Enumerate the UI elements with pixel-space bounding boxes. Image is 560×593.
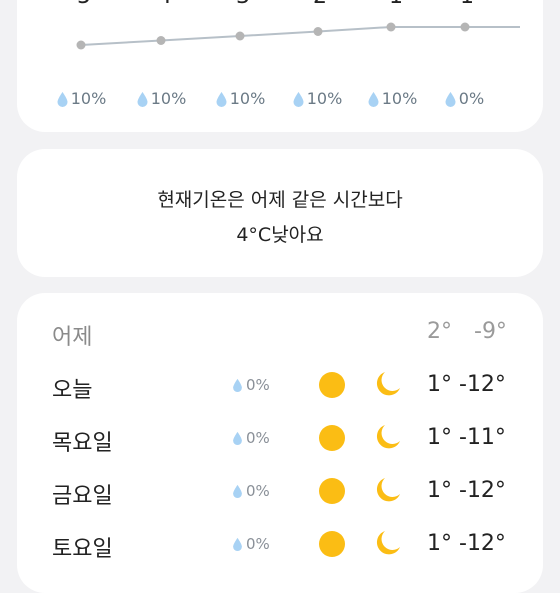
raindrop-icon bbox=[57, 91, 68, 107]
hourly-precip: 10% bbox=[121, 89, 201, 108]
day-label: 금요일 bbox=[52, 484, 113, 509]
yesterday-high: 2° bbox=[427, 319, 452, 344]
comparison-value: 4°C낮아요 bbox=[236, 224, 324, 246]
trend-point bbox=[235, 31, 245, 41]
day-high: 1° bbox=[427, 425, 452, 450]
hourly-precip-value: 10% bbox=[306, 89, 343, 108]
moon-icon bbox=[376, 531, 400, 555]
raindrop-icon bbox=[233, 378, 242, 392]
raindrop-icon bbox=[233, 484, 242, 498]
day-low: -12° bbox=[459, 372, 506, 397]
hourly-precip-value: 10% bbox=[229, 89, 266, 108]
hourly-precip: 10% bbox=[41, 89, 121, 108]
temperature-comparison-card bbox=[17, 149, 543, 277]
day-high: 1° bbox=[427, 531, 452, 556]
day-low: -12° bbox=[459, 531, 506, 556]
day-high: 1° bbox=[427, 478, 452, 503]
trend-point bbox=[313, 27, 323, 36]
moon-icon bbox=[376, 478, 400, 502]
raindrop-icon bbox=[216, 91, 227, 107]
sun-icon bbox=[319, 531, 345, 557]
day-low: -12° bbox=[459, 478, 506, 503]
day-high: 1° bbox=[427, 372, 452, 397]
sun-icon bbox=[319, 478, 345, 504]
day-precip-value: 0% bbox=[246, 482, 270, 500]
day-precip-value: 0% bbox=[246, 429, 270, 447]
temperature-trend-chart bbox=[76, 22, 520, 50]
hourly-precip: 10% bbox=[277, 89, 357, 108]
yesterday-low: -9° bbox=[474, 319, 507, 344]
moon-icon bbox=[376, 425, 400, 449]
day-label: 오늘 bbox=[52, 378, 93, 403]
sun-icon bbox=[319, 372, 345, 398]
day-precip-value: 0% bbox=[246, 535, 270, 553]
sun-icon bbox=[319, 425, 345, 451]
raindrop-icon bbox=[137, 91, 148, 107]
hourly-forecast-card bbox=[17, 0, 543, 132]
daily-forecast-card bbox=[17, 293, 543, 593]
hourly-precip-value: 10% bbox=[150, 89, 187, 108]
day-label: 토요일 bbox=[52, 537, 113, 562]
raindrop-icon bbox=[445, 91, 456, 107]
day-precip: 0% bbox=[232, 482, 270, 500]
hour-temp: -3 bbox=[204, 0, 274, 9]
hourly-precip-value: 0% bbox=[458, 89, 485, 108]
hourly-precip: 10% bbox=[352, 89, 432, 108]
day-label: 목요일 bbox=[52, 431, 113, 456]
hour-temp: -1 bbox=[357, 0, 427, 9]
day-precip: 0% bbox=[232, 535, 270, 553]
day-low: -11° bbox=[459, 425, 506, 450]
day-precip-value: 0% bbox=[246, 376, 270, 394]
yesterday-temps: 2° -9° bbox=[427, 319, 507, 344]
trend-line bbox=[80, 26, 520, 46]
hourly-precip-value: 10% bbox=[70, 89, 107, 108]
day-precip: 0% bbox=[232, 429, 270, 447]
raindrop-icon bbox=[233, 537, 242, 551]
moon-icon bbox=[376, 372, 400, 396]
hour-temp: -2 bbox=[281, 0, 351, 9]
day-precip: 0% bbox=[232, 376, 270, 394]
hour-temp: -5 bbox=[45, 0, 115, 9]
trend-point bbox=[460, 22, 470, 32]
raindrop-icon bbox=[293, 91, 304, 107]
comparison-text: 현재기온은 어제 같은 시간보다 bbox=[157, 189, 403, 211]
trend-point bbox=[386, 22, 396, 32]
hourly-precip: 10% bbox=[200, 89, 280, 108]
hour-temp: -1 bbox=[428, 0, 498, 9]
yesterday-label: 어제 bbox=[52, 325, 93, 350]
hourly-precip: 0% bbox=[424, 89, 504, 108]
raindrop-icon bbox=[233, 431, 242, 445]
day-temps: 1° -12° bbox=[427, 478, 506, 503]
day-temps: 1° -11° bbox=[427, 425, 506, 450]
raindrop-icon bbox=[368, 91, 379, 107]
hourly-precip-value: 10% bbox=[381, 89, 418, 108]
day-temps: 1° -12° bbox=[427, 372, 506, 397]
trend-point bbox=[156, 36, 166, 45]
hour-temp: -4 bbox=[126, 0, 196, 9]
trend-point bbox=[76, 40, 86, 50]
day-temps: 1° -12° bbox=[427, 531, 506, 556]
